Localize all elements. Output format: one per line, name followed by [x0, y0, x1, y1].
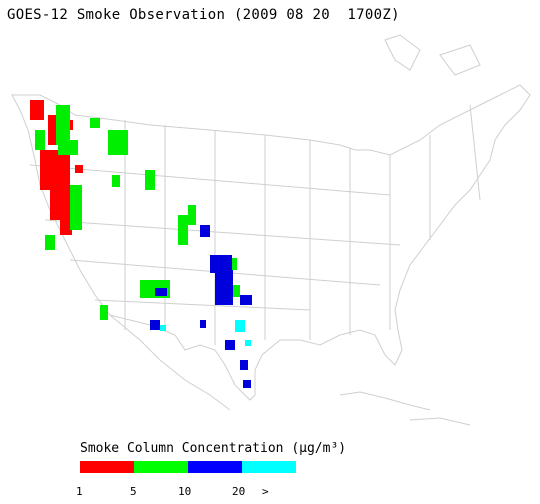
legend-swatch-3 [188, 461, 242, 473]
legend-tick-1: 1 [76, 485, 83, 498]
legend-swatch-1 [80, 461, 134, 473]
map-title: GOES-12 Smoke Observation (2009 08 20 17… [7, 7, 400, 23]
legend-tick-5: 5 [130, 485, 137, 498]
legend-tick-max: > [262, 485, 269, 498]
legend-swatch-2 [134, 461, 188, 473]
legend-tick-20: 20 [232, 485, 246, 498]
legend-color-bar [80, 461, 296, 473]
legend-swatch-4 [242, 461, 296, 473]
smoke-observations [30, 100, 252, 388]
country-boundaries [11, 34, 531, 426]
legend-title: Smoke Column Concentration (µg/m³) [80, 441, 347, 456]
legend-tick-10: 10 [178, 485, 192, 498]
smoke-map [11, 34, 531, 426]
